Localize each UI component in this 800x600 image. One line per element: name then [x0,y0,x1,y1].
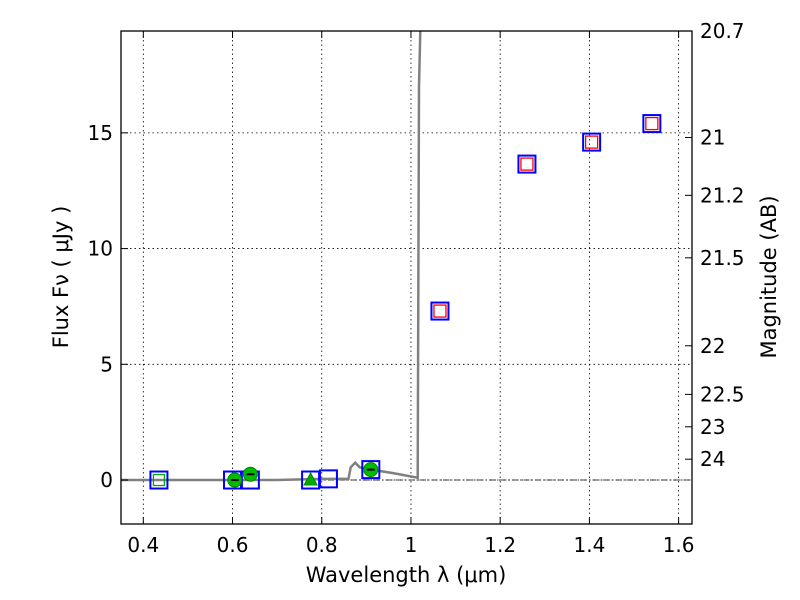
right-tick-label: 22 [700,334,725,358]
observed-point [517,154,537,174]
sed-model-line [121,31,422,482]
x-tick-label: 1.4 [573,533,605,557]
x-tick-label: 0.6 [217,533,249,557]
right-tick-label: 21.5 [700,246,745,270]
plot-frame [120,30,693,525]
right-tick-label: 23 [700,415,725,439]
grid [121,31,692,524]
model-point [433,304,447,318]
green-square-point [152,473,166,487]
y-tick-label: 15 [88,121,113,145]
right-tick-label: 21.2 [700,183,745,207]
y-tick-label: 5 [100,352,113,376]
right-tick-label: 20.7 [700,19,745,43]
y-tick-label: 0 [100,468,113,492]
right-axis-title: Magnitude (AB) [757,195,781,358]
observed-point [149,470,169,490]
x-tick-label: 1 [405,533,418,557]
x-axis-title: Wavelength λ (μm) [306,563,507,587]
tick-labels: 0.4 0.6 0.8 1 1.2 1.4 1.6 0 5 10 15 20.7 21 21.2 21.5 2… [88,19,745,557]
y-tick-label: 10 [88,237,113,261]
right-tick-label: 22.5 [700,382,745,406]
observed-point [642,114,662,134]
model-point [645,116,659,131]
observed-point [430,301,450,321]
x-tick-label: 0.8 [306,533,338,557]
x-tick-label: 1.2 [484,533,516,557]
x-tick-label: 1.6 [663,533,695,557]
right-tick-label: 21 [700,125,725,149]
series-layer [121,31,662,490]
ticks [121,30,692,524]
observed-point [361,460,381,480]
model-point [520,157,534,171]
model-point [584,135,599,149]
y-axis-title: Flux Fν ( μJy ) [49,206,73,349]
x-tick-label: 0.4 [127,533,159,557]
upper-limit-point [303,471,318,486]
observed-point [318,469,338,489]
observed-point [582,132,602,152]
right-tick-label: 24 [700,447,725,471]
